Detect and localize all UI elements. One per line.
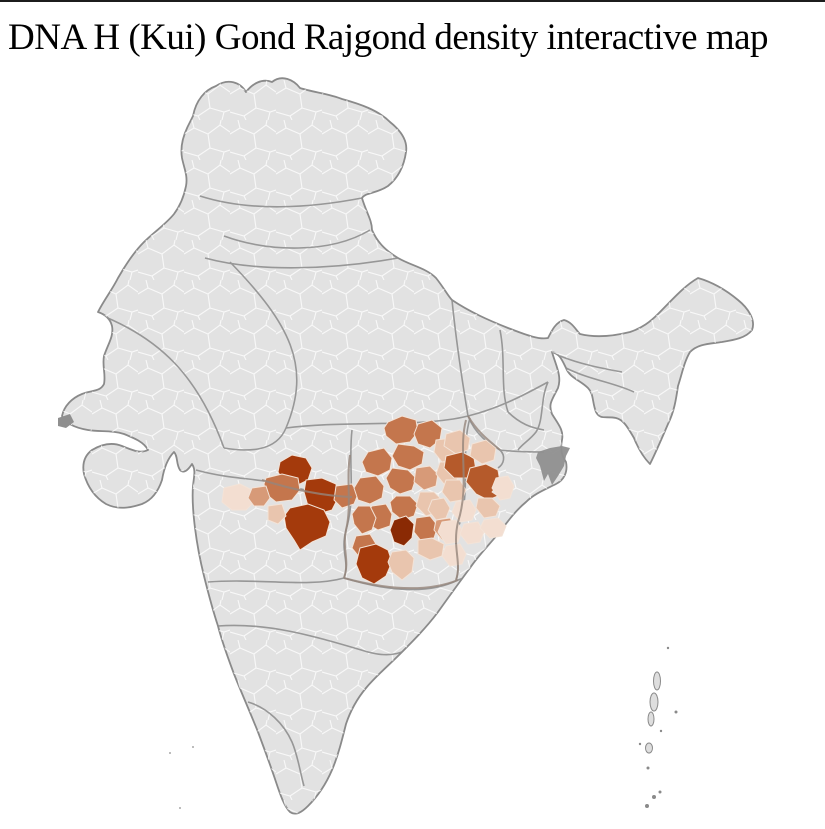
district-cell[interactable] xyxy=(361,447,393,477)
district-cell[interactable] xyxy=(355,543,393,585)
state-borders-over-districts xyxy=(261,415,501,590)
lakshadweep-islands xyxy=(169,746,194,809)
district-cell[interactable] xyxy=(303,477,339,515)
district-cell[interactable] xyxy=(387,549,415,581)
district-cell[interactable] xyxy=(353,475,385,505)
district-cell[interactable] xyxy=(389,515,415,547)
andaman-nicobar-islands xyxy=(638,646,678,808)
district-cell[interactable] xyxy=(459,521,485,545)
district-cell[interactable] xyxy=(267,503,287,525)
district-cell[interactable] xyxy=(247,485,271,507)
district-cell[interactable] xyxy=(475,497,501,519)
district-cell[interactable] xyxy=(441,543,467,567)
district-cell[interactable] xyxy=(283,503,331,551)
gujarat-islet xyxy=(58,414,74,428)
district-cell[interactable] xyxy=(465,463,501,501)
district-cell[interactable] xyxy=(413,515,439,543)
district-cell[interactable] xyxy=(469,439,497,465)
district-cell[interactable] xyxy=(221,483,255,511)
district-cell[interactable] xyxy=(479,517,507,539)
sundarbans-delta xyxy=(536,446,570,485)
district-cell[interactable] xyxy=(383,415,419,445)
district-cell[interactable] xyxy=(391,443,425,471)
district-cell[interactable] xyxy=(427,497,451,521)
district-boundaries-mesh xyxy=(62,78,754,814)
top-border xyxy=(0,0,825,2)
density-districts[interactable] xyxy=(221,415,515,585)
district-cell[interactable] xyxy=(451,499,477,523)
district-cell[interactable] xyxy=(413,465,439,491)
district-cell[interactable] xyxy=(491,475,515,501)
district-cell[interactable] xyxy=(385,467,417,495)
page-title: DNA H (Kui) Gond Rajgond density interac… xyxy=(8,17,769,58)
district-cell[interactable] xyxy=(351,505,377,535)
